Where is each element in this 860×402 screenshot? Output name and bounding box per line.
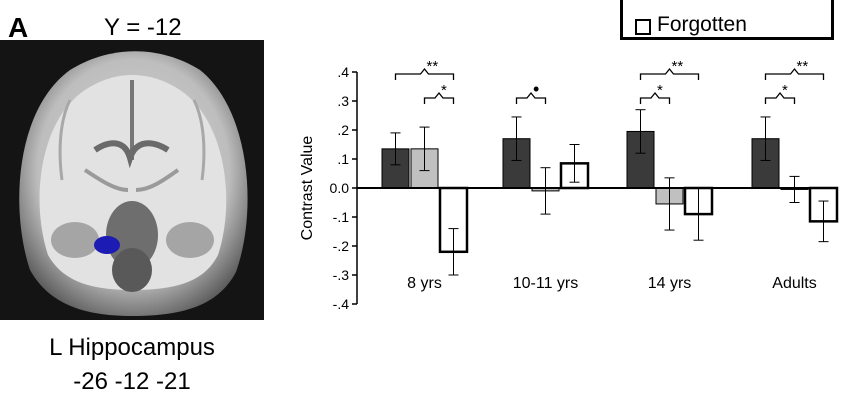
legend-label-forgotten: Forgotten xyxy=(657,13,747,36)
significance-bracket xyxy=(515,91,547,104)
legend: Forgotten xyxy=(620,0,834,40)
y-tick-label: -.2 xyxy=(333,238,350,254)
category-label: 10-11 yrs xyxy=(513,275,579,292)
significance-marker: * xyxy=(782,82,788,99)
region-coordinates: -26 -12 -21 xyxy=(73,368,191,395)
y-tick-label: .3 xyxy=(337,93,349,109)
category-label: Adults xyxy=(772,275,816,292)
y-tick-label: .2 xyxy=(337,122,349,138)
significance-marker: * xyxy=(441,82,447,99)
y-axis-title: Contrast Value xyxy=(299,136,316,241)
brain-slice-image xyxy=(0,40,264,320)
y-tick-label: -.1 xyxy=(333,209,350,225)
significance-marker: • xyxy=(533,79,539,99)
significance-bracket xyxy=(394,67,455,80)
significance-bracket xyxy=(764,91,796,104)
bar-chart: -.4 -.3 -.2 -.1 0.0 .1 .2 .3 .4 Contrast Value 8 y… xyxy=(299,58,839,312)
significance-bracket xyxy=(639,67,700,80)
slice-coordinate-label: Y = -12 xyxy=(104,14,182,41)
y-tick-label: .1 xyxy=(337,151,349,167)
significance-marker: ** xyxy=(427,58,439,75)
brain-coronal-illustration xyxy=(0,40,264,320)
category-label: 14 yrs xyxy=(648,275,692,292)
y-tick-label: .4 xyxy=(337,64,349,80)
panel-letter: A xyxy=(8,12,29,43)
significance-marker: ** xyxy=(797,58,809,75)
significance-marker: * xyxy=(657,82,663,99)
y-tick-label: -.4 xyxy=(333,296,350,312)
y-tick-label: 0.0 xyxy=(330,180,350,196)
significance-bracket xyxy=(639,91,671,104)
significance-bracket xyxy=(764,67,825,80)
legend-swatch-forgotten xyxy=(635,19,651,35)
hippocampus-roi-blob xyxy=(94,236,120,254)
category-label: 8 yrs xyxy=(407,275,442,292)
significance-bracket xyxy=(423,91,455,104)
y-tick-label: -.3 xyxy=(333,267,350,283)
region-name: L Hippocampus xyxy=(49,334,215,361)
significance-marker: ** xyxy=(672,58,684,75)
